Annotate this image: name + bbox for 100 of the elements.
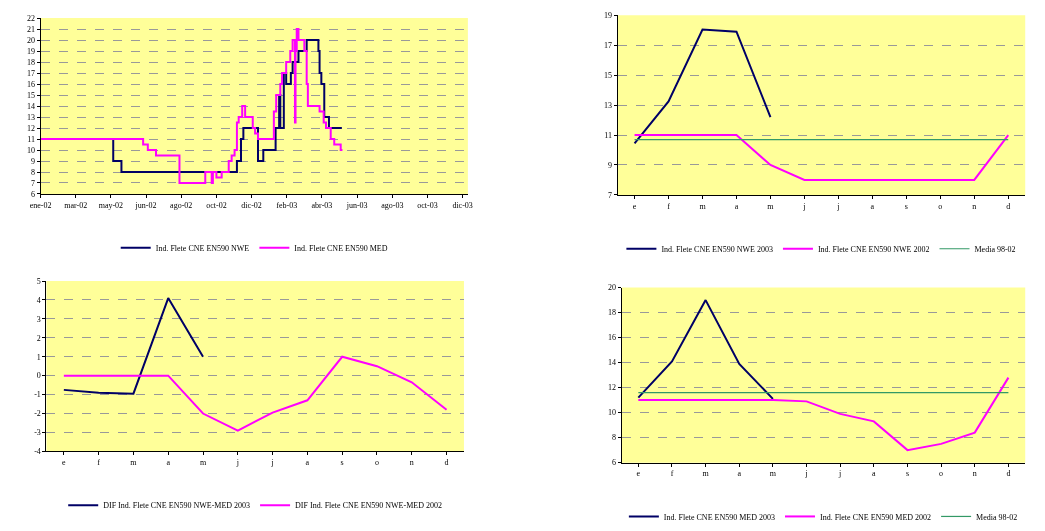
x-tick-label: m: [699, 201, 707, 211]
x-tick-label: j: [802, 201, 806, 211]
line-series: [62, 355, 448, 432]
y-tick-label: 4: [36, 295, 41, 305]
x-tick-label: ago-03: [381, 200, 404, 210]
x-tick-label: dic-03: [452, 200, 473, 210]
x-tick-label: j: [836, 201, 840, 211]
y-tick-label: 6: [611, 458, 616, 468]
x-tick-label: a: [870, 201, 875, 211]
x-tick-label: f: [670, 469, 674, 479]
x-tick-label: feb-03: [276, 200, 298, 210]
line-series: [637, 376, 1010, 452]
x-tick-label: dic-02: [241, 200, 262, 210]
x-tick-label: abr-03: [311, 200, 333, 210]
legend-label: Media 98-02: [976, 512, 1018, 522]
x-tick-label: a: [734, 201, 739, 211]
line-series: [62, 297, 205, 395]
y-tick-label: 12: [607, 383, 616, 393]
y-tick-label: 19: [26, 46, 35, 56]
y-tick-label: 7: [30, 178, 35, 188]
legend-label: Ind. Flete CNE EN590 MED 2002: [819, 512, 932, 522]
x-tick-label: j: [270, 457, 274, 467]
y-tick-label: 8: [611, 433, 616, 443]
y-tick-label: 1: [36, 352, 41, 362]
y-tick-label: 13: [603, 100, 612, 110]
y-tick-label: 12: [26, 123, 35, 133]
x-tick-label: e: [632, 201, 637, 211]
x-tick-label: o: [939, 469, 944, 479]
y-tick-label: 2: [36, 333, 41, 343]
y-tick-label: 11: [604, 130, 612, 140]
x-tick-label: n: [972, 469, 977, 479]
x-tick-label: s: [905, 469, 910, 479]
x-tick-label: n: [972, 201, 977, 211]
legend-label: Ind. Flete CNE EN590 NWE 2003: [661, 244, 773, 254]
legend-label: DIF Ind. Flete CNE EN590 NWE-MED 2002: [295, 501, 442, 511]
x-tick-label: oct-02: [206, 200, 227, 210]
x-tick-label: a: [166, 457, 171, 467]
x-tick-label: o: [374, 457, 379, 467]
legend-label: Ind. Flete CNE EN590 NWE: [155, 243, 250, 253]
y-tick-label: 7: [607, 190, 612, 200]
x-tick-label: s: [340, 457, 344, 467]
y-tick-label: -4: [34, 447, 41, 457]
x-tick-label: m: [767, 201, 775, 211]
x-tick-label: a: [737, 469, 742, 479]
x-tick-label: s: [904, 201, 908, 211]
y-tick-label: 20: [607, 283, 616, 293]
x-tick-label: d: [1006, 201, 1011, 211]
x-tick-label: a: [872, 469, 877, 479]
y-tick-label: 13: [26, 112, 35, 122]
x-tick-label: m: [130, 457, 138, 467]
y-tick-label: 20: [26, 35, 35, 45]
y-tick-label: 18: [607, 308, 616, 318]
y-tick-label: 0: [36, 371, 41, 381]
y-tick-label: 21: [26, 24, 35, 34]
y-tick-label: 14: [26, 101, 35, 111]
x-tick-label: m: [702, 469, 710, 479]
y-tick-label: 17: [603, 40, 612, 50]
x-tick-label: n: [409, 457, 414, 467]
x-tick-label: f: [97, 457, 101, 467]
x-tick-label: m: [769, 469, 777, 479]
y-tick-label: 6: [30, 189, 35, 199]
legend-label: DIF Ind. Flete CNE EN590 NWE-MED 2003: [103, 501, 251, 511]
y-tick-label: 8: [30, 167, 35, 177]
y-tick-label: 19: [603, 11, 612, 21]
y-tick-label: 11: [27, 134, 35, 144]
y-tick-label: 9: [30, 156, 35, 166]
y-tick-label: 15: [603, 70, 612, 80]
y-tick-label: 22: [26, 13, 35, 23]
line-series: [637, 299, 774, 400]
x-tick-label: a: [305, 457, 310, 467]
legend-label: Ind. Flete CNE EN590 MED: [294, 243, 388, 253]
x-tick-label: j: [235, 457, 239, 467]
y-tick-label: 5: [36, 276, 41, 286]
y-tick-label: -1: [34, 390, 41, 400]
x-tick-label: j: [804, 469, 808, 479]
x-tick-label: mar-02: [64, 200, 88, 210]
x-tick-label: ene-02: [29, 200, 52, 210]
y-tick-label: 9: [607, 160, 612, 170]
y-tick-label: 14: [607, 358, 616, 368]
legend-label: Media 98-02: [974, 244, 1016, 254]
x-tick-label: e: [62, 457, 67, 467]
legend-label: Ind. Flete CNE EN590 NWE 2002: [817, 244, 930, 254]
y-tick-label: 3: [36, 314, 41, 324]
x-tick-label: d: [1006, 469, 1011, 479]
x-tick-label: e: [636, 469, 641, 479]
y-tick-label: -2: [34, 409, 41, 419]
x-tick-label: oct-03: [417, 200, 438, 210]
y-tick-label: 16: [607, 333, 616, 343]
y-tick-label: 17: [26, 68, 35, 78]
y-tick-label: -3: [34, 428, 41, 438]
legend-label: Ind. Flete CNE EN590 MED 2003: [663, 512, 775, 522]
y-tick-label: 15: [26, 90, 35, 100]
x-tick-label: o: [938, 201, 943, 211]
x-tick-label: f: [667, 201, 671, 211]
x-tick-label: d: [444, 457, 449, 467]
x-tick-label: may-02: [98, 200, 124, 210]
x-tick-label: jun-03: [345, 200, 368, 210]
line-series: [633, 28, 772, 145]
x-tick-label: jun-02: [134, 200, 157, 210]
x-tick-label: ago-02: [170, 200, 193, 210]
